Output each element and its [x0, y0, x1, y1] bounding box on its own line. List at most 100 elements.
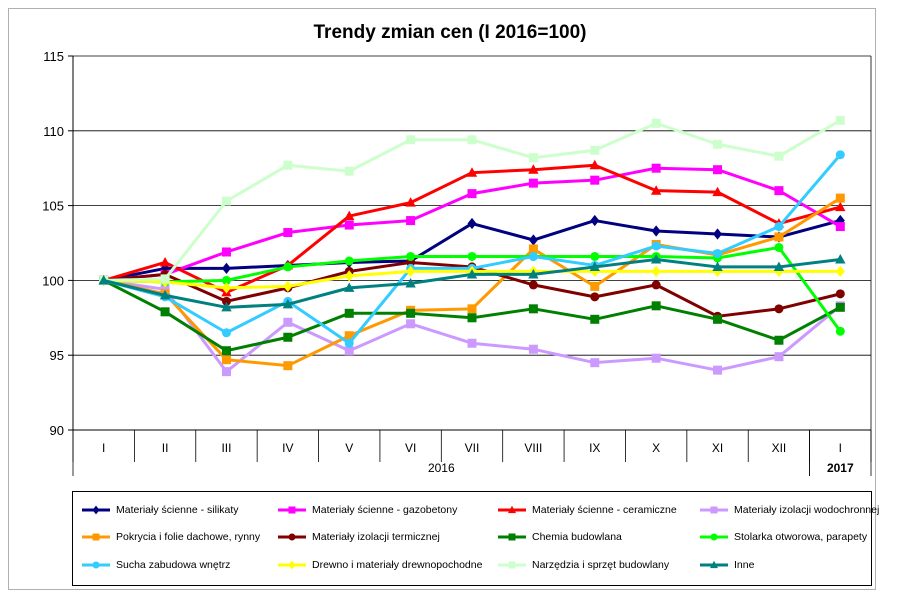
- data-point: [713, 248, 723, 258]
- data-point: [774, 304, 784, 314]
- legend-item: Chemia budowlana: [497, 529, 622, 545]
- data-point: [835, 193, 845, 203]
- legend-swatch: [498, 505, 526, 514]
- legend-marker: [288, 533, 296, 541]
- data-point: [467, 313, 477, 323]
- series-11: [99, 115, 845, 285]
- data-point: [344, 282, 355, 292]
- legend-marker: [92, 561, 100, 569]
- legend-label: Materiały izolacji wodochronnej: [734, 504, 880, 516]
- x-tick-label: VII: [465, 441, 480, 455]
- data-point: [590, 314, 600, 324]
- y-tick-label: 105: [42, 199, 64, 214]
- data-point: [282, 298, 294, 309]
- data-point: [651, 241, 661, 251]
- legend-item: Narzędzia i sprzęt budowlany: [497, 557, 669, 573]
- data-point: [283, 228, 293, 238]
- data-point: [221, 247, 231, 257]
- data-point: [466, 269, 478, 279]
- legend-marker: [710, 533, 718, 541]
- data-point: [528, 251, 538, 261]
- data-point: [651, 163, 661, 173]
- x-tick-label: XII: [772, 441, 787, 455]
- data-point: [344, 346, 354, 356]
- data-point: [344, 220, 354, 230]
- legend-item: Stolarka otworowa, parapety: [699, 529, 867, 545]
- data-point: [283, 280, 293, 293]
- data-point: [467, 304, 477, 314]
- data-point: [528, 244, 538, 254]
- series-4: [99, 275, 845, 377]
- x-tick-label: V: [345, 441, 353, 455]
- data-point: [774, 335, 784, 345]
- chart-legend: Materiały ścienne - silikaty Materiały śc…: [72, 491, 879, 586]
- data-point: [159, 289, 171, 300]
- legend-item: Drewno i materiały drewnopochodne: [277, 557, 482, 573]
- data-point: [713, 139, 723, 149]
- x-tick-label: III: [221, 441, 231, 455]
- data-point: [651, 353, 661, 363]
- x-tick-label: X: [652, 441, 660, 455]
- data-point: [406, 251, 416, 261]
- x-tick-label: II: [162, 441, 169, 455]
- data-point: [774, 242, 784, 252]
- legend-label: Inne: [734, 559, 755, 571]
- data-point: [283, 332, 293, 342]
- data-point: [528, 269, 539, 279]
- series-2: [99, 163, 845, 285]
- legend-item: Materiały izolacji termicznej: [277, 529, 440, 545]
- legend-swatch: [700, 506, 728, 514]
- data-point: [467, 189, 477, 199]
- data-point: [590, 251, 600, 261]
- data-point: [651, 225, 661, 237]
- x-tick-label: XI: [712, 441, 723, 455]
- data-point: [406, 319, 416, 329]
- data-point: [467, 135, 477, 145]
- data-point: [221, 282, 231, 294]
- legend-marker: [508, 561, 516, 569]
- data-point: [344, 331, 354, 341]
- data-point: [590, 358, 600, 368]
- data-point: [713, 314, 723, 324]
- legend-label: Materiały izolacji termicznej: [312, 531, 440, 543]
- x-tick-label: VI: [405, 441, 416, 455]
- data-point: [835, 222, 845, 232]
- year-label: 2017: [827, 461, 854, 475]
- y-tick-label: 110: [43, 124, 64, 139]
- data-point: [467, 217, 477, 230]
- data-point: [405, 197, 416, 207]
- data-point: [835, 201, 846, 212]
- data-point: [650, 185, 662, 195]
- data-point: [406, 216, 416, 226]
- legend-label: Pokrycia i folie dachowe, rynny: [116, 531, 261, 543]
- legend-swatch: [82, 561, 110, 569]
- legend-item: Pokrycia i folie dachowe, rynny: [81, 529, 260, 545]
- data-point: [650, 254, 662, 264]
- data-point: [283, 160, 293, 170]
- data-point: [651, 118, 661, 128]
- y-tick-label: 95: [50, 348, 64, 363]
- legend-marker: [710, 506, 718, 514]
- data-point: [835, 326, 845, 336]
- data-point: [774, 222, 784, 232]
- legend-swatch: [82, 505, 110, 515]
- legend-marker: [288, 560, 296, 570]
- data-point: [835, 115, 845, 125]
- legend-label: Sucha zabudowa wnętrz: [116, 559, 231, 571]
- y-tick-label: 100: [42, 273, 64, 288]
- legend-label: Narzędzia i sprzęt budowlany: [532, 559, 670, 571]
- x-tick-label: I: [839, 441, 842, 455]
- y-tick-label: 90: [50, 423, 64, 438]
- legend-marker: [709, 560, 719, 569]
- legend-item: Inne: [699, 557, 754, 573]
- year-label: 2016: [428, 461, 455, 475]
- data-point: [344, 210, 355, 221]
- data-point: [405, 277, 416, 288]
- data-point: [528, 234, 538, 246]
- data-point: [835, 289, 845, 299]
- legend-swatch: [700, 533, 728, 541]
- data-point: [467, 338, 477, 348]
- x-tick-label: VIII: [524, 441, 542, 455]
- data-point: [159, 257, 171, 267]
